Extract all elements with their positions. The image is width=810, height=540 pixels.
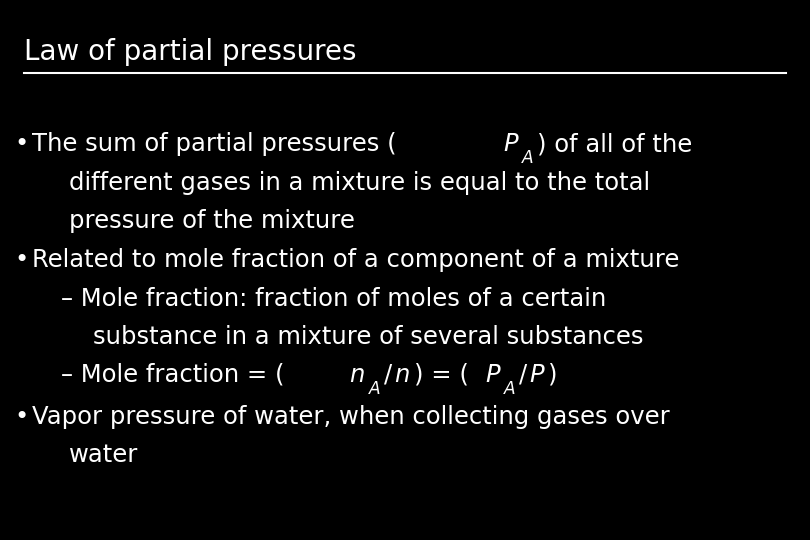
Text: A: A <box>504 380 516 397</box>
Text: n: n <box>394 363 410 387</box>
Text: P: P <box>530 363 544 387</box>
Text: – Mole fraction = (: – Mole fraction = ( <box>61 363 284 387</box>
Text: •: • <box>15 132 29 156</box>
Text: The sum of partial pressures (: The sum of partial pressures ( <box>32 132 397 156</box>
Text: Law of partial pressures: Law of partial pressures <box>24 38 356 66</box>
Text: ): ) <box>548 363 558 387</box>
Text: P: P <box>503 132 518 156</box>
Text: A: A <box>522 149 533 167</box>
Text: – Mole fraction: fraction of moles of a certain: – Mole fraction: fraction of moles of a … <box>61 287 606 311</box>
Text: n: n <box>349 363 364 387</box>
Text: A: A <box>369 380 381 397</box>
Text: ) of all of the: ) of all of the <box>537 132 692 156</box>
Text: Related to mole fraction of a component of a mixture: Related to mole fraction of a component … <box>32 248 680 272</box>
Text: water: water <box>69 443 139 467</box>
Text: P: P <box>485 363 500 387</box>
Text: •: • <box>15 248 29 272</box>
Text: •: • <box>15 405 29 429</box>
Text: pressure of the mixture: pressure of the mixture <box>69 209 355 233</box>
Text: ) = (: ) = ( <box>414 363 469 387</box>
Text: different gases in a mixture is equal to the total: different gases in a mixture is equal to… <box>69 171 650 195</box>
Text: /: / <box>384 363 392 387</box>
Text: substance in a mixture of several substances: substance in a mixture of several substa… <box>93 325 644 349</box>
Text: /: / <box>519 363 527 387</box>
Text: Vapor pressure of water, when collecting gases over: Vapor pressure of water, when collecting… <box>32 405 670 429</box>
